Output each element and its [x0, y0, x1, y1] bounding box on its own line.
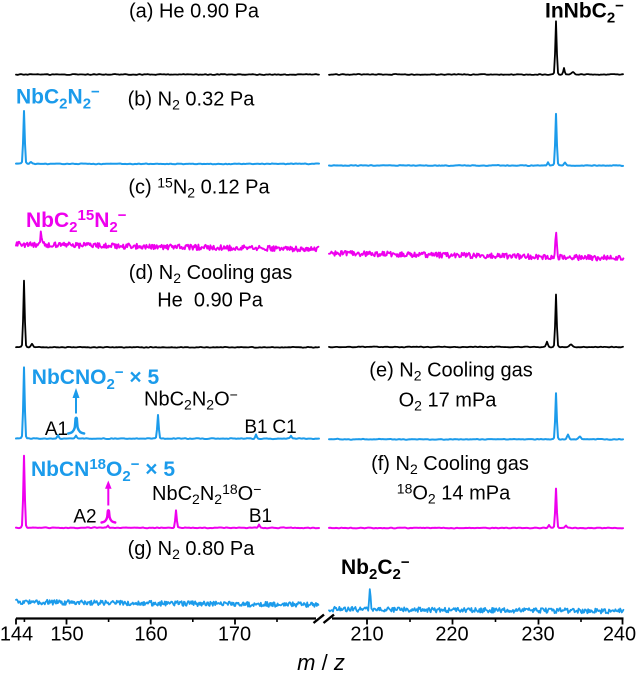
- svg-text:(b) N2 0.32 Pa: (b) N2 0.32 Pa: [128, 89, 256, 113]
- svg-text:(g) N2 0.80 Pa: (g) N2 0.80 Pa: [128, 538, 256, 562]
- svg-text:240: 240: [603, 624, 636, 646]
- svg-text:NbCN18O2− × 5: NbCN18O2− × 5: [31, 456, 175, 485]
- svg-text:(a) He 0.90 Pa: (a) He 0.90 Pa: [129, 1, 260, 23]
- svg-text:160: 160: [134, 624, 167, 646]
- svg-text:170: 170: [218, 624, 251, 646]
- svg-text:B1: B1: [244, 417, 267, 438]
- svg-text:O2 17 mPa: O2 17 mPa: [399, 390, 498, 414]
- svg-text:NbCNO2− × 5: NbCNO2− × 5: [32, 364, 160, 393]
- svg-text:(f) N2 Cooling gas: (f) N2 Cooling gas: [371, 453, 529, 477]
- svg-text:He 0.90 Pa: He 0.90 Pa: [157, 290, 264, 312]
- svg-text:B1: B1: [249, 506, 272, 527]
- svg-text:NbC2N2O−: NbC2N2O−: [144, 387, 238, 413]
- svg-text:144: 144: [0, 624, 33, 646]
- svg-text:(c) 15N2 0.12 Pa: (c) 15N2 0.12 Pa: [128, 175, 270, 201]
- svg-text:(e) N2 Cooling gas: (e) N2 Cooling gas: [369, 360, 532, 384]
- svg-text:150: 150: [50, 624, 83, 646]
- svg-text:210: 210: [350, 624, 383, 646]
- svg-text:A1: A1: [45, 419, 68, 440]
- svg-text:C1: C1: [272, 417, 296, 438]
- svg-text:230: 230: [521, 624, 554, 646]
- svg-text:NbC2N218O−: NbC2N218O−: [152, 481, 261, 507]
- svg-text:220: 220: [435, 624, 468, 646]
- svg-text:m / z: m / z: [297, 650, 345, 673]
- svg-text:A2: A2: [73, 507, 96, 528]
- svg-text:(d) N2 Cooling gas: (d) N2 Cooling gas: [129, 262, 292, 286]
- svg-text:18O2 14 mPa: 18O2 14 mPa: [397, 481, 511, 507]
